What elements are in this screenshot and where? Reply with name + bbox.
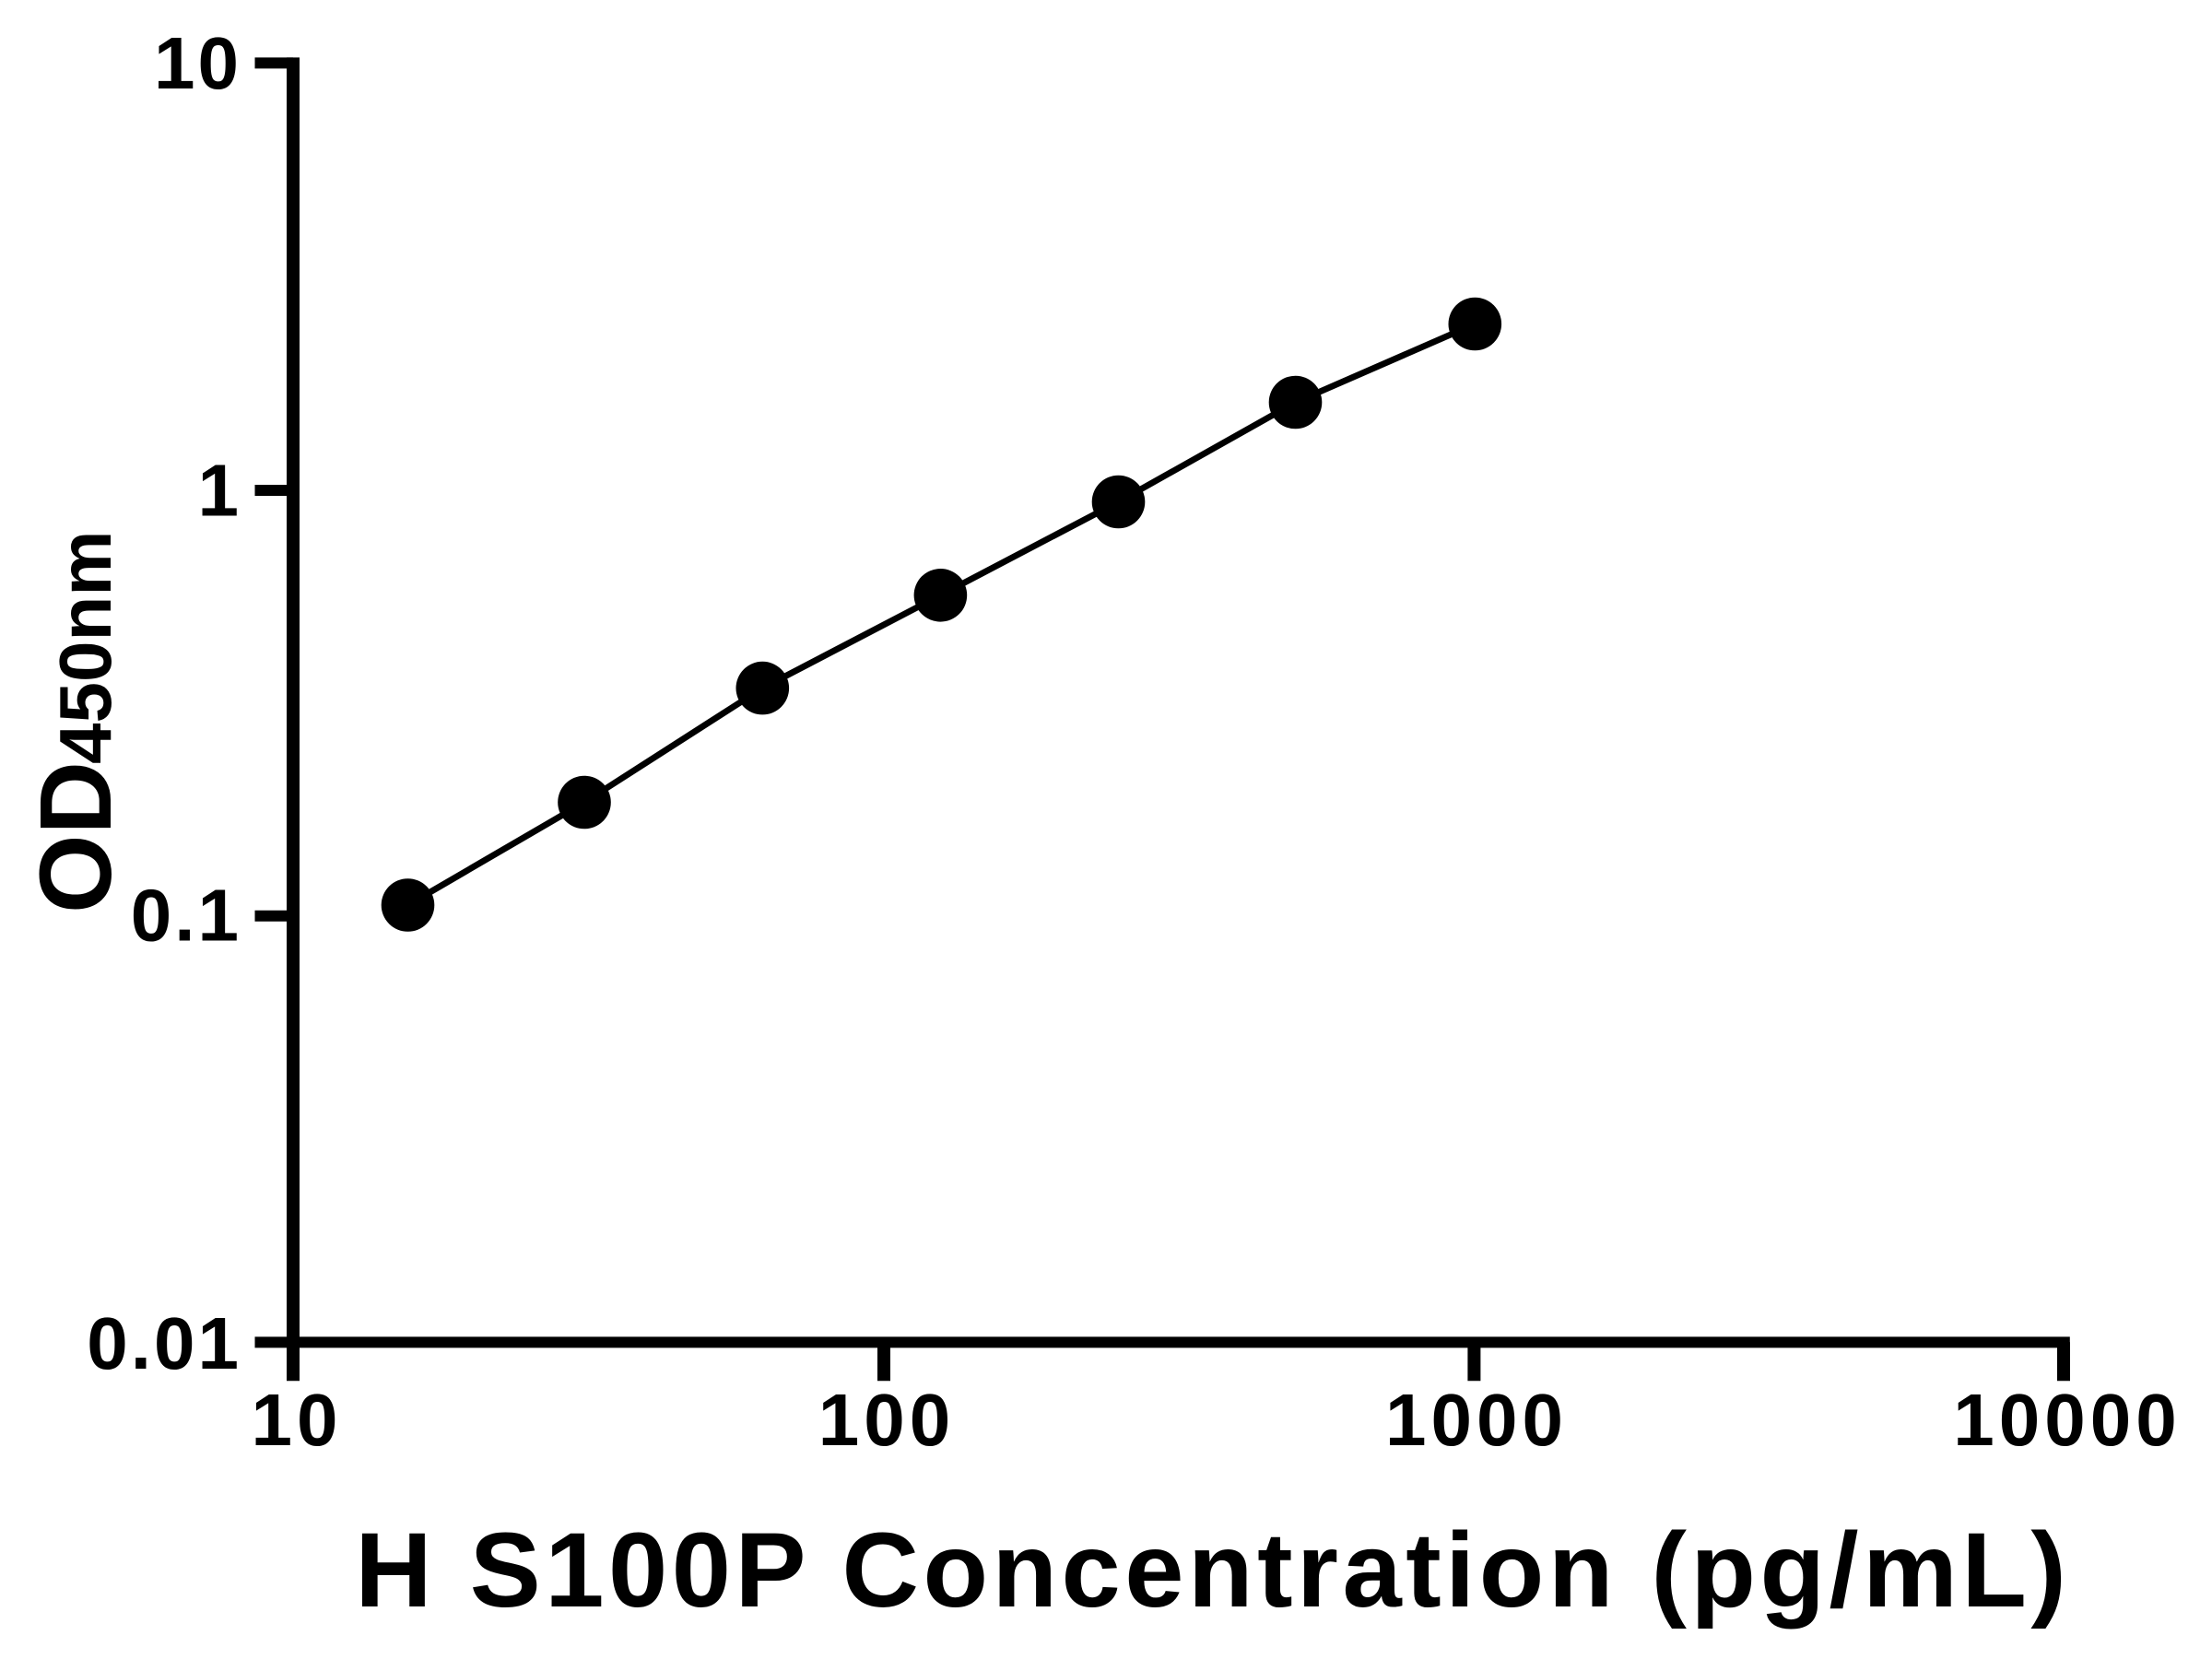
svg-text:1: 1 [198,450,242,532]
svg-text:100: 100 [818,1379,955,1461]
svg-text:10000: 10000 [1953,1379,2181,1461]
svg-text:0.1: 0.1 [131,875,241,957]
svg-text:10: 10 [154,22,241,104]
svg-text:10: 10 [252,1379,343,1461]
svg-text:1000: 1000 [1385,1379,1568,1461]
svg-text:H S100P Concentration (pg/mL): H S100P Concentration (pg/mL) [355,1511,2070,1630]
svg-text:0.01: 0.01 [87,1302,241,1384]
